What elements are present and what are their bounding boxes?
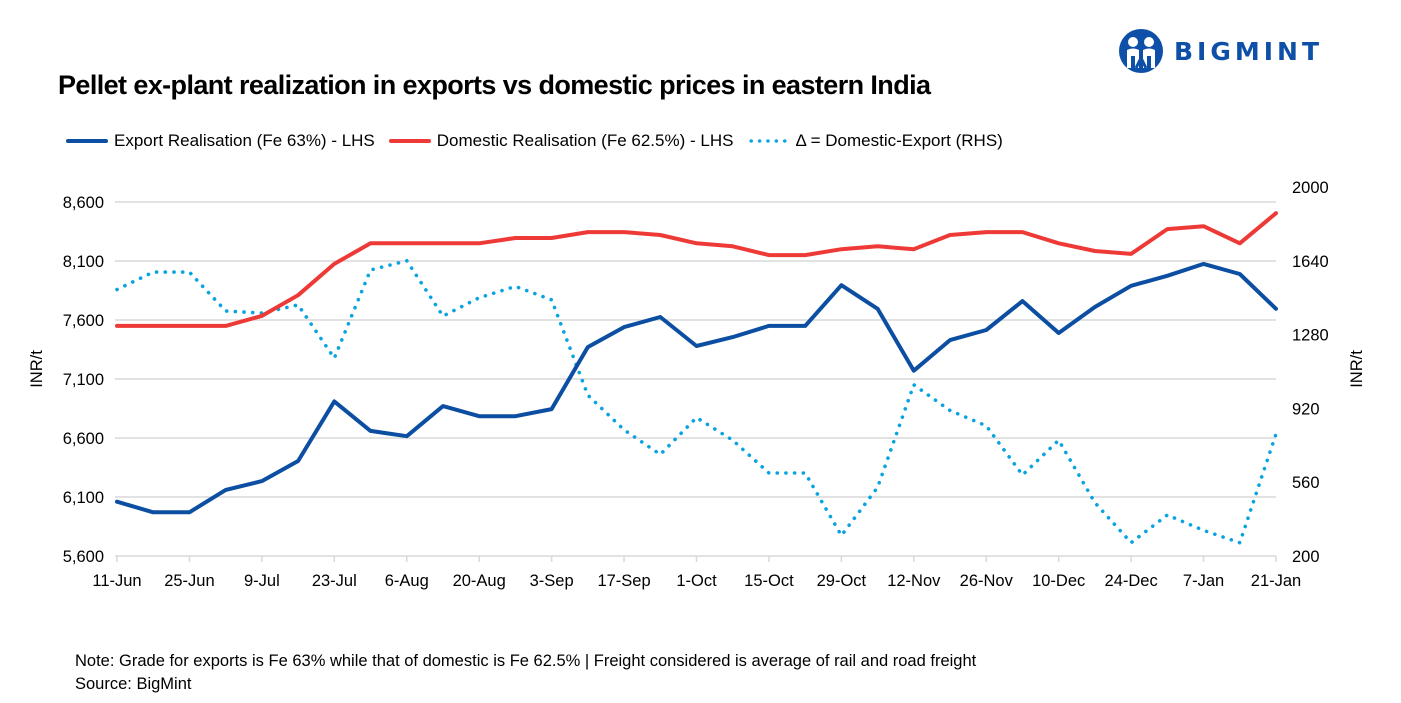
source-text: Source: BigMint [75, 675, 192, 693]
x-tick-label: 7-Jan [1183, 572, 1224, 590]
series-line-delta [115, 258, 1278, 545]
y-tick-label-right: 200 [1292, 548, 1320, 566]
x-tick-label: 10-Dec [1032, 572, 1085, 590]
y-tick-label-right: 920 [1292, 400, 1320, 418]
y-tick-label-left: 8,100 [63, 253, 104, 271]
bigmint-people-logo-icon [1119, 29, 1163, 73]
legend-label-export: Export Realisation (Fe 63%) - LHS [114, 131, 375, 150]
series-line-export [115, 261, 1278, 515]
x-tick-label: 1-Oct [676, 572, 717, 590]
legend-label-domestic: Domestic Realisation (Fe 62.5%) - LHS [436, 131, 734, 150]
gridlines [115, 201, 1276, 498]
legend-swatch-export [66, 139, 108, 143]
y-axis-right: 200 560 920 1280 1640 2000 [1292, 179, 1329, 566]
x-axis: 11-Jun 25-Jun 9-Jul 23-Jul 6-Aug 20-Aug 3-Sep 1… [92, 555, 1301, 590]
y-tick-label-left: 6,100 [63, 489, 104, 507]
x-tick-label: 21-Jan [1251, 572, 1301, 590]
x-tick-label: 23-Jul [312, 572, 357, 590]
y-tick-label-left: 6,600 [63, 430, 104, 448]
x-tick-label: 17-Sep [597, 572, 650, 590]
legend-label-delta: Δ = Domestic-Export (RHS) [795, 131, 1003, 150]
x-tick-label: 15-Oct [744, 572, 794, 590]
legend-item-delta: Δ = Domestic-Export (RHS) [747, 131, 1003, 151]
chart-title: Pellet ex-plant realization in exports v… [58, 70, 931, 100]
x-tick-label: 20-Aug [453, 572, 506, 590]
y-tick-label-left: 7,600 [63, 312, 104, 330]
y-axis-left-label: INR/t [28, 350, 46, 388]
y-axis-right-label: INR/t [1348, 350, 1366, 388]
legend-swatch-domestic [388, 139, 431, 143]
x-tick-label: 24-Dec [1105, 572, 1158, 590]
x-tick-label: 26-Nov [960, 572, 1014, 590]
y-tick-label-left: 5,600 [63, 548, 104, 566]
x-tick-label: 3-Sep [530, 572, 574, 590]
note-text: Note: Grade for exports is Fe 63% while … [75, 652, 977, 670]
x-tick-label: 12-Nov [887, 572, 941, 590]
bigmint-logo: BIGMINT [1118, 28, 1323, 74]
x-tick-label: 29-Oct [817, 572, 867, 590]
legend-item-export: Export Realisation (Fe 63%) - LHS [66, 131, 375, 151]
legend-swatch-delta [747, 139, 790, 143]
logo-text: BIGMINT [1174, 36, 1324, 66]
legend-item-domestic: Domestic Realisation (Fe 62.5%) - LHS [388, 131, 734, 151]
chart-footnote: Note: Grade for exports is Fe 63% while … [75, 650, 976, 696]
chart-legend: Export Realisation (Fe 63%) - LHS Domest… [66, 131, 1017, 151]
y-tick-label-left: 7,100 [63, 371, 104, 389]
x-tick-label: 25-Jun [164, 572, 214, 590]
series-line-domestic [115, 211, 1278, 328]
x-tick-label: 6-Aug [385, 572, 429, 590]
y-axis-left: 5,600 6,100 6,600 7,100 7,600 8,100 8,600 [63, 194, 104, 566]
y-tick-label-right: 1640 [1292, 253, 1329, 271]
y-tick-label-right: 1280 [1292, 327, 1329, 345]
x-tick-label: 11-Jun [92, 572, 141, 590]
y-tick-label-right: 560 [1292, 474, 1320, 492]
series-group [115, 211, 1278, 545]
x-tick-label: 9-Jul [244, 572, 280, 590]
y-tick-label-right: 2000 [1292, 179, 1329, 197]
y-tick-label-left: 8,600 [63, 194, 104, 212]
